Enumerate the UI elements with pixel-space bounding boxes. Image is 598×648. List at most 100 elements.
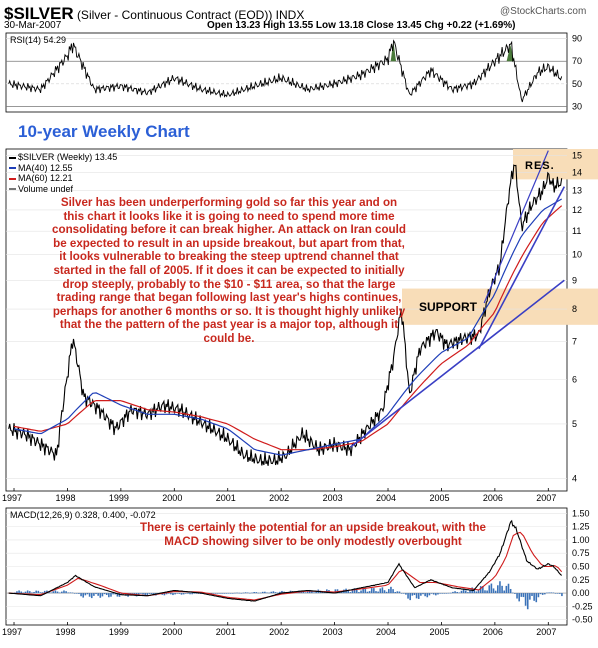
legend-price: $SILVER (Weekly) 13.45 [9,152,117,163]
macd-histogram-bar [238,592,241,594]
watermark: @StockCharts.com [500,6,587,17]
macd-histogram-bar [193,593,196,594]
macd-histogram-bar [48,591,50,594]
macd-histogram-bar [435,593,437,596]
macd-histogram-bar [443,593,446,594]
year-label: 1999 [109,627,129,637]
price-tick-label: 13 [572,185,582,195]
macd-commentary: There is certainly the potential for an … [140,521,486,548]
macd-histogram-bar [488,585,491,594]
macd-histogram-bar [396,591,399,594]
macd-histogram-bar [556,593,559,594]
macd-histogram-bar [244,592,247,594]
macd-histogram-bar [276,592,279,594]
macd-histogram-bar [73,593,76,594]
macd-series [8,519,563,610]
macd-histogram-bar [46,590,48,594]
macd-histogram-bar [108,593,110,598]
macd-histogram-bar [306,590,309,594]
macd-histogram-bar [467,592,469,594]
macd-histogram-bar [477,590,480,594]
year-label: 2007 [536,493,556,503]
macd-histogram-bar [88,593,91,597]
macd-histogram-bar [409,593,411,601]
price-tick-label: 15 [572,150,582,160]
macd-histogram-bar [439,593,441,594]
macd-histogram-bar [454,591,456,594]
macd-histogram-bar [533,593,535,601]
macd-histogram-bar [535,593,538,603]
year-label: 2003 [323,493,343,503]
macd-histogram-bar [347,590,350,594]
macd-histogram-bar [142,593,144,595]
macd-histogram-bar [279,591,281,594]
macd-histogram-bar [484,590,486,594]
macd-histogram-bar [20,591,23,594]
macd-histogram-bar [112,593,114,595]
year-label: 2003 [323,627,343,637]
macd-tick-label: 0.50 [572,562,590,572]
macd-histogram-bar [225,593,228,594]
rsi-overbought-fill [390,40,397,62]
year-label: 2002 [269,627,289,637]
macd-histogram-bar [197,593,200,594]
macd-histogram-bar [75,593,78,594]
macd-histogram-bar [430,593,433,594]
price-legend: $SILVER (Weekly) 13.45 MA(40) 12.55 MA(6… [9,152,117,194]
year-label: 1998 [55,493,75,503]
macd-histogram-bar [398,591,401,594]
macd-histogram-bar [24,591,27,594]
price-tick-label: 6 [572,374,577,384]
macd-histogram-bar [69,592,72,594]
macd-histogram-bar [242,592,245,594]
year-label: 1998 [55,627,75,637]
macd-histogram-bar [501,585,503,594]
year-label: 2000 [162,627,182,637]
macd-histogram-bar [383,590,386,594]
macd-histogram-bar [437,593,439,595]
macd-histogram-bar [78,593,80,594]
year-label: 2001 [216,627,236,637]
macd-histogram-bar [558,593,561,594]
price-tick-label: 8 [572,304,577,314]
macd-histogram-bar [400,593,403,594]
price-tick-label: 7 [572,337,577,347]
macd-tick-label: 0.25 [572,575,590,585]
macd-histogram-bar [417,593,420,599]
year-label: 2004 [376,493,396,503]
macd-histogram-bar [368,591,371,594]
year-label: 1997 [2,627,22,637]
macd-histogram-bar [105,593,108,595]
macd-histogram-bar [189,593,191,595]
macd-histogram-bar [101,593,104,597]
year-label: 2005 [429,493,449,503]
year-label: 1999 [109,493,129,503]
macd-histogram-bar [261,591,264,594]
support-zone [402,288,598,325]
chart-header: $SILVER (Silver - Continuous Contract (E… [4,4,304,24]
macd-histogram-bar [428,593,431,596]
macd-histogram-bar [65,591,67,594]
rsi-tick-label: 30 [572,101,582,111]
macd-histogram-bar [302,592,305,594]
macd-histogram-bar [116,593,119,597]
macd-histogram-bar [118,593,121,597]
macd-histogram-bar [22,592,25,594]
resistance-label: RES. [525,160,555,172]
macd-histogram-bar [80,593,82,597]
year-label: 2006 [483,627,503,637]
macd-histogram-bar [445,593,448,594]
macd-histogram-bar [379,588,382,594]
macd-histogram-bar [426,593,429,598]
ohlc-readout: Open 13.23 High 13.55 Low 13.18 Close 13… [207,20,516,31]
rsi-line [8,39,563,103]
macd-histogram-bar [413,593,416,596]
macd-histogram-bar [234,592,236,594]
macd-histogram-bar [268,592,270,594]
macd-histogram-bar [37,590,40,594]
year-label: 2001 [216,493,236,503]
macd-histogram-bar [178,593,181,594]
macd-histogram-bar [150,593,153,594]
macd-histogram-bar [516,593,518,599]
macd-histogram-bar [541,593,544,595]
